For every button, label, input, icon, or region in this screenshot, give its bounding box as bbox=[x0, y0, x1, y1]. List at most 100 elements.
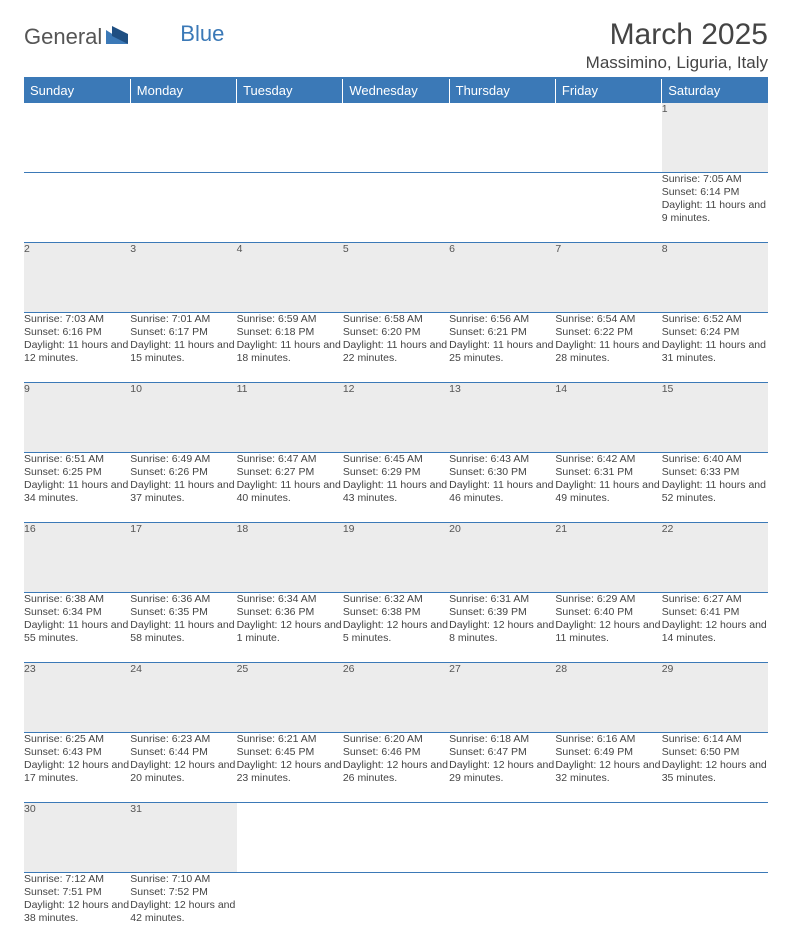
daylight-line: Daylight: 12 hours and 14 minutes. bbox=[662, 619, 768, 645]
sunset-line: Sunset: 6:40 PM bbox=[555, 606, 661, 619]
day-info-row: Sunrise: 7:12 AMSunset: 7:51 PMDaylight:… bbox=[24, 873, 768, 929]
daynum-row: 1 bbox=[24, 103, 768, 173]
daylight-line: Daylight: 11 hours and 15 minutes. bbox=[130, 339, 236, 365]
header: General Blue March 2025 Massimino, Ligur… bbox=[24, 18, 768, 73]
day-number-cell: 21 bbox=[555, 523, 661, 593]
weekday-header-row: SundayMondayTuesdayWednesdayThursdayFrid… bbox=[24, 79, 768, 103]
daylight-line: Daylight: 12 hours and 32 minutes. bbox=[555, 759, 661, 785]
daylight-line: Daylight: 12 hours and 35 minutes. bbox=[662, 759, 768, 785]
daylight-line: Daylight: 12 hours and 26 minutes. bbox=[343, 759, 449, 785]
sunrise-line: Sunrise: 6:42 AM bbox=[555, 453, 661, 466]
day-info-row: Sunrise: 6:51 AMSunset: 6:25 PMDaylight:… bbox=[24, 453, 768, 523]
sunrise-line: Sunrise: 7:01 AM bbox=[130, 313, 236, 326]
weekday-header: Thursday bbox=[449, 79, 555, 103]
day-info-cell: Sunrise: 6:54 AMSunset: 6:22 PMDaylight:… bbox=[555, 313, 661, 383]
sunset-line: Sunset: 6:46 PM bbox=[343, 746, 449, 759]
sunset-line: Sunset: 6:38 PM bbox=[343, 606, 449, 619]
day-number-cell: 2 bbox=[24, 243, 130, 313]
day-info-cell: Sunrise: 6:47 AMSunset: 6:27 PMDaylight:… bbox=[237, 453, 343, 523]
day-info-row: Sunrise: 6:25 AMSunset: 6:43 PMDaylight:… bbox=[24, 733, 768, 803]
sunrise-line: Sunrise: 6:27 AM bbox=[662, 593, 768, 606]
day-info-cell: Sunrise: 6:38 AMSunset: 6:34 PMDaylight:… bbox=[24, 593, 130, 663]
daylight-line: Daylight: 12 hours and 17 minutes. bbox=[24, 759, 130, 785]
day-number-cell: 26 bbox=[343, 663, 449, 733]
weekday-header: Tuesday bbox=[237, 79, 343, 103]
sunrise-line: Sunrise: 6:23 AM bbox=[130, 733, 236, 746]
daylight-line: Daylight: 11 hours and 52 minutes. bbox=[662, 479, 768, 505]
day-number-cell: 16 bbox=[24, 523, 130, 593]
daynum-row: 3031 bbox=[24, 803, 768, 873]
sunrise-line: Sunrise: 7:12 AM bbox=[24, 873, 130, 886]
weekday-header: Friday bbox=[555, 79, 661, 103]
sunset-line: Sunset: 6:24 PM bbox=[662, 326, 768, 339]
sunset-line: Sunset: 6:44 PM bbox=[130, 746, 236, 759]
day-info-cell: Sunrise: 7:12 AMSunset: 7:51 PMDaylight:… bbox=[24, 873, 130, 929]
sunset-line: Sunset: 6:27 PM bbox=[237, 466, 343, 479]
sunset-line: Sunset: 6:17 PM bbox=[130, 326, 236, 339]
day-info-cell: Sunrise: 6:25 AMSunset: 6:43 PMDaylight:… bbox=[24, 733, 130, 803]
brand-logo: General Blue bbox=[24, 18, 224, 50]
day-number-cell bbox=[343, 803, 449, 873]
brand-part2: Blue bbox=[180, 21, 224, 47]
daylight-line: Daylight: 11 hours and 22 minutes. bbox=[343, 339, 449, 365]
daylight-line: Daylight: 11 hours and 34 minutes. bbox=[24, 479, 130, 505]
day-info-cell: Sunrise: 6:14 AMSunset: 6:50 PMDaylight:… bbox=[662, 733, 768, 803]
day-info-cell: Sunrise: 6:34 AMSunset: 6:36 PMDaylight:… bbox=[237, 593, 343, 663]
daynum-row: 23242526272829 bbox=[24, 663, 768, 733]
day-number-cell bbox=[237, 803, 343, 873]
day-number-cell: 31 bbox=[130, 803, 236, 873]
daylight-line: Daylight: 11 hours and 28 minutes. bbox=[555, 339, 661, 365]
day-info-cell: Sunrise: 6:58 AMSunset: 6:20 PMDaylight:… bbox=[343, 313, 449, 383]
daylight-line: Daylight: 11 hours and 31 minutes. bbox=[662, 339, 768, 365]
sunset-line: Sunset: 6:41 PM bbox=[662, 606, 768, 619]
sunset-line: Sunset: 6:26 PM bbox=[130, 466, 236, 479]
sunrise-line: Sunrise: 6:49 AM bbox=[130, 453, 236, 466]
sunrise-line: Sunrise: 6:47 AM bbox=[237, 453, 343, 466]
sunset-line: Sunset: 6:33 PM bbox=[662, 466, 768, 479]
daylight-line: Daylight: 11 hours and 58 minutes. bbox=[130, 619, 236, 645]
daylight-line: Daylight: 12 hours and 20 minutes. bbox=[130, 759, 236, 785]
day-number-cell: 12 bbox=[343, 383, 449, 453]
sunrise-line: Sunrise: 6:52 AM bbox=[662, 313, 768, 326]
daylight-line: Daylight: 11 hours and 12 minutes. bbox=[24, 339, 130, 365]
sunrise-line: Sunrise: 6:43 AM bbox=[449, 453, 555, 466]
daylight-line: Daylight: 11 hours and 40 minutes. bbox=[237, 479, 343, 505]
day-number-cell: 6 bbox=[449, 243, 555, 313]
sunset-line: Sunset: 6:25 PM bbox=[24, 466, 130, 479]
day-info-cell: Sunrise: 6:16 AMSunset: 6:49 PMDaylight:… bbox=[555, 733, 661, 803]
day-info-cell bbox=[662, 873, 768, 929]
sunset-line: Sunset: 6:16 PM bbox=[24, 326, 130, 339]
sunrise-line: Sunrise: 6:18 AM bbox=[449, 733, 555, 746]
day-number-cell: 17 bbox=[130, 523, 236, 593]
sunrise-line: Sunrise: 6:29 AM bbox=[555, 593, 661, 606]
sunrise-line: Sunrise: 6:25 AM bbox=[24, 733, 130, 746]
day-number-cell: 13 bbox=[449, 383, 555, 453]
day-number-cell: 19 bbox=[343, 523, 449, 593]
sunset-line: Sunset: 7:51 PM bbox=[24, 886, 130, 899]
day-info-cell bbox=[343, 173, 449, 243]
daylight-line: Daylight: 12 hours and 1 minute. bbox=[237, 619, 343, 645]
daylight-line: Daylight: 12 hours and 5 minutes. bbox=[343, 619, 449, 645]
day-number-cell: 24 bbox=[130, 663, 236, 733]
sunrise-line: Sunrise: 7:03 AM bbox=[24, 313, 130, 326]
sunset-line: Sunset: 6:43 PM bbox=[24, 746, 130, 759]
day-number-cell bbox=[555, 803, 661, 873]
sunset-line: Sunset: 6:39 PM bbox=[449, 606, 555, 619]
day-number-cell: 7 bbox=[555, 243, 661, 313]
calendar-table: SundayMondayTuesdayWednesdayThursdayFrid… bbox=[24, 79, 768, 929]
sunrise-line: Sunrise: 6:21 AM bbox=[237, 733, 343, 746]
day-info-cell bbox=[449, 873, 555, 929]
day-info-cell: Sunrise: 6:45 AMSunset: 6:29 PMDaylight:… bbox=[343, 453, 449, 523]
day-info-cell: Sunrise: 6:32 AMSunset: 6:38 PMDaylight:… bbox=[343, 593, 449, 663]
day-number-cell bbox=[24, 103, 130, 173]
daylight-line: Daylight: 12 hours and 23 minutes. bbox=[237, 759, 343, 785]
day-number-cell: 27 bbox=[449, 663, 555, 733]
sunrise-line: Sunrise: 6:14 AM bbox=[662, 733, 768, 746]
sunset-line: Sunset: 6:20 PM bbox=[343, 326, 449, 339]
daylight-line: Daylight: 12 hours and 38 minutes. bbox=[24, 899, 130, 925]
sunrise-line: Sunrise: 6:20 AM bbox=[343, 733, 449, 746]
day-info-row: Sunrise: 7:03 AMSunset: 6:16 PMDaylight:… bbox=[24, 313, 768, 383]
day-number-cell: 9 bbox=[24, 383, 130, 453]
daylight-line: Daylight: 12 hours and 42 minutes. bbox=[130, 899, 236, 925]
day-number-cell: 30 bbox=[24, 803, 130, 873]
